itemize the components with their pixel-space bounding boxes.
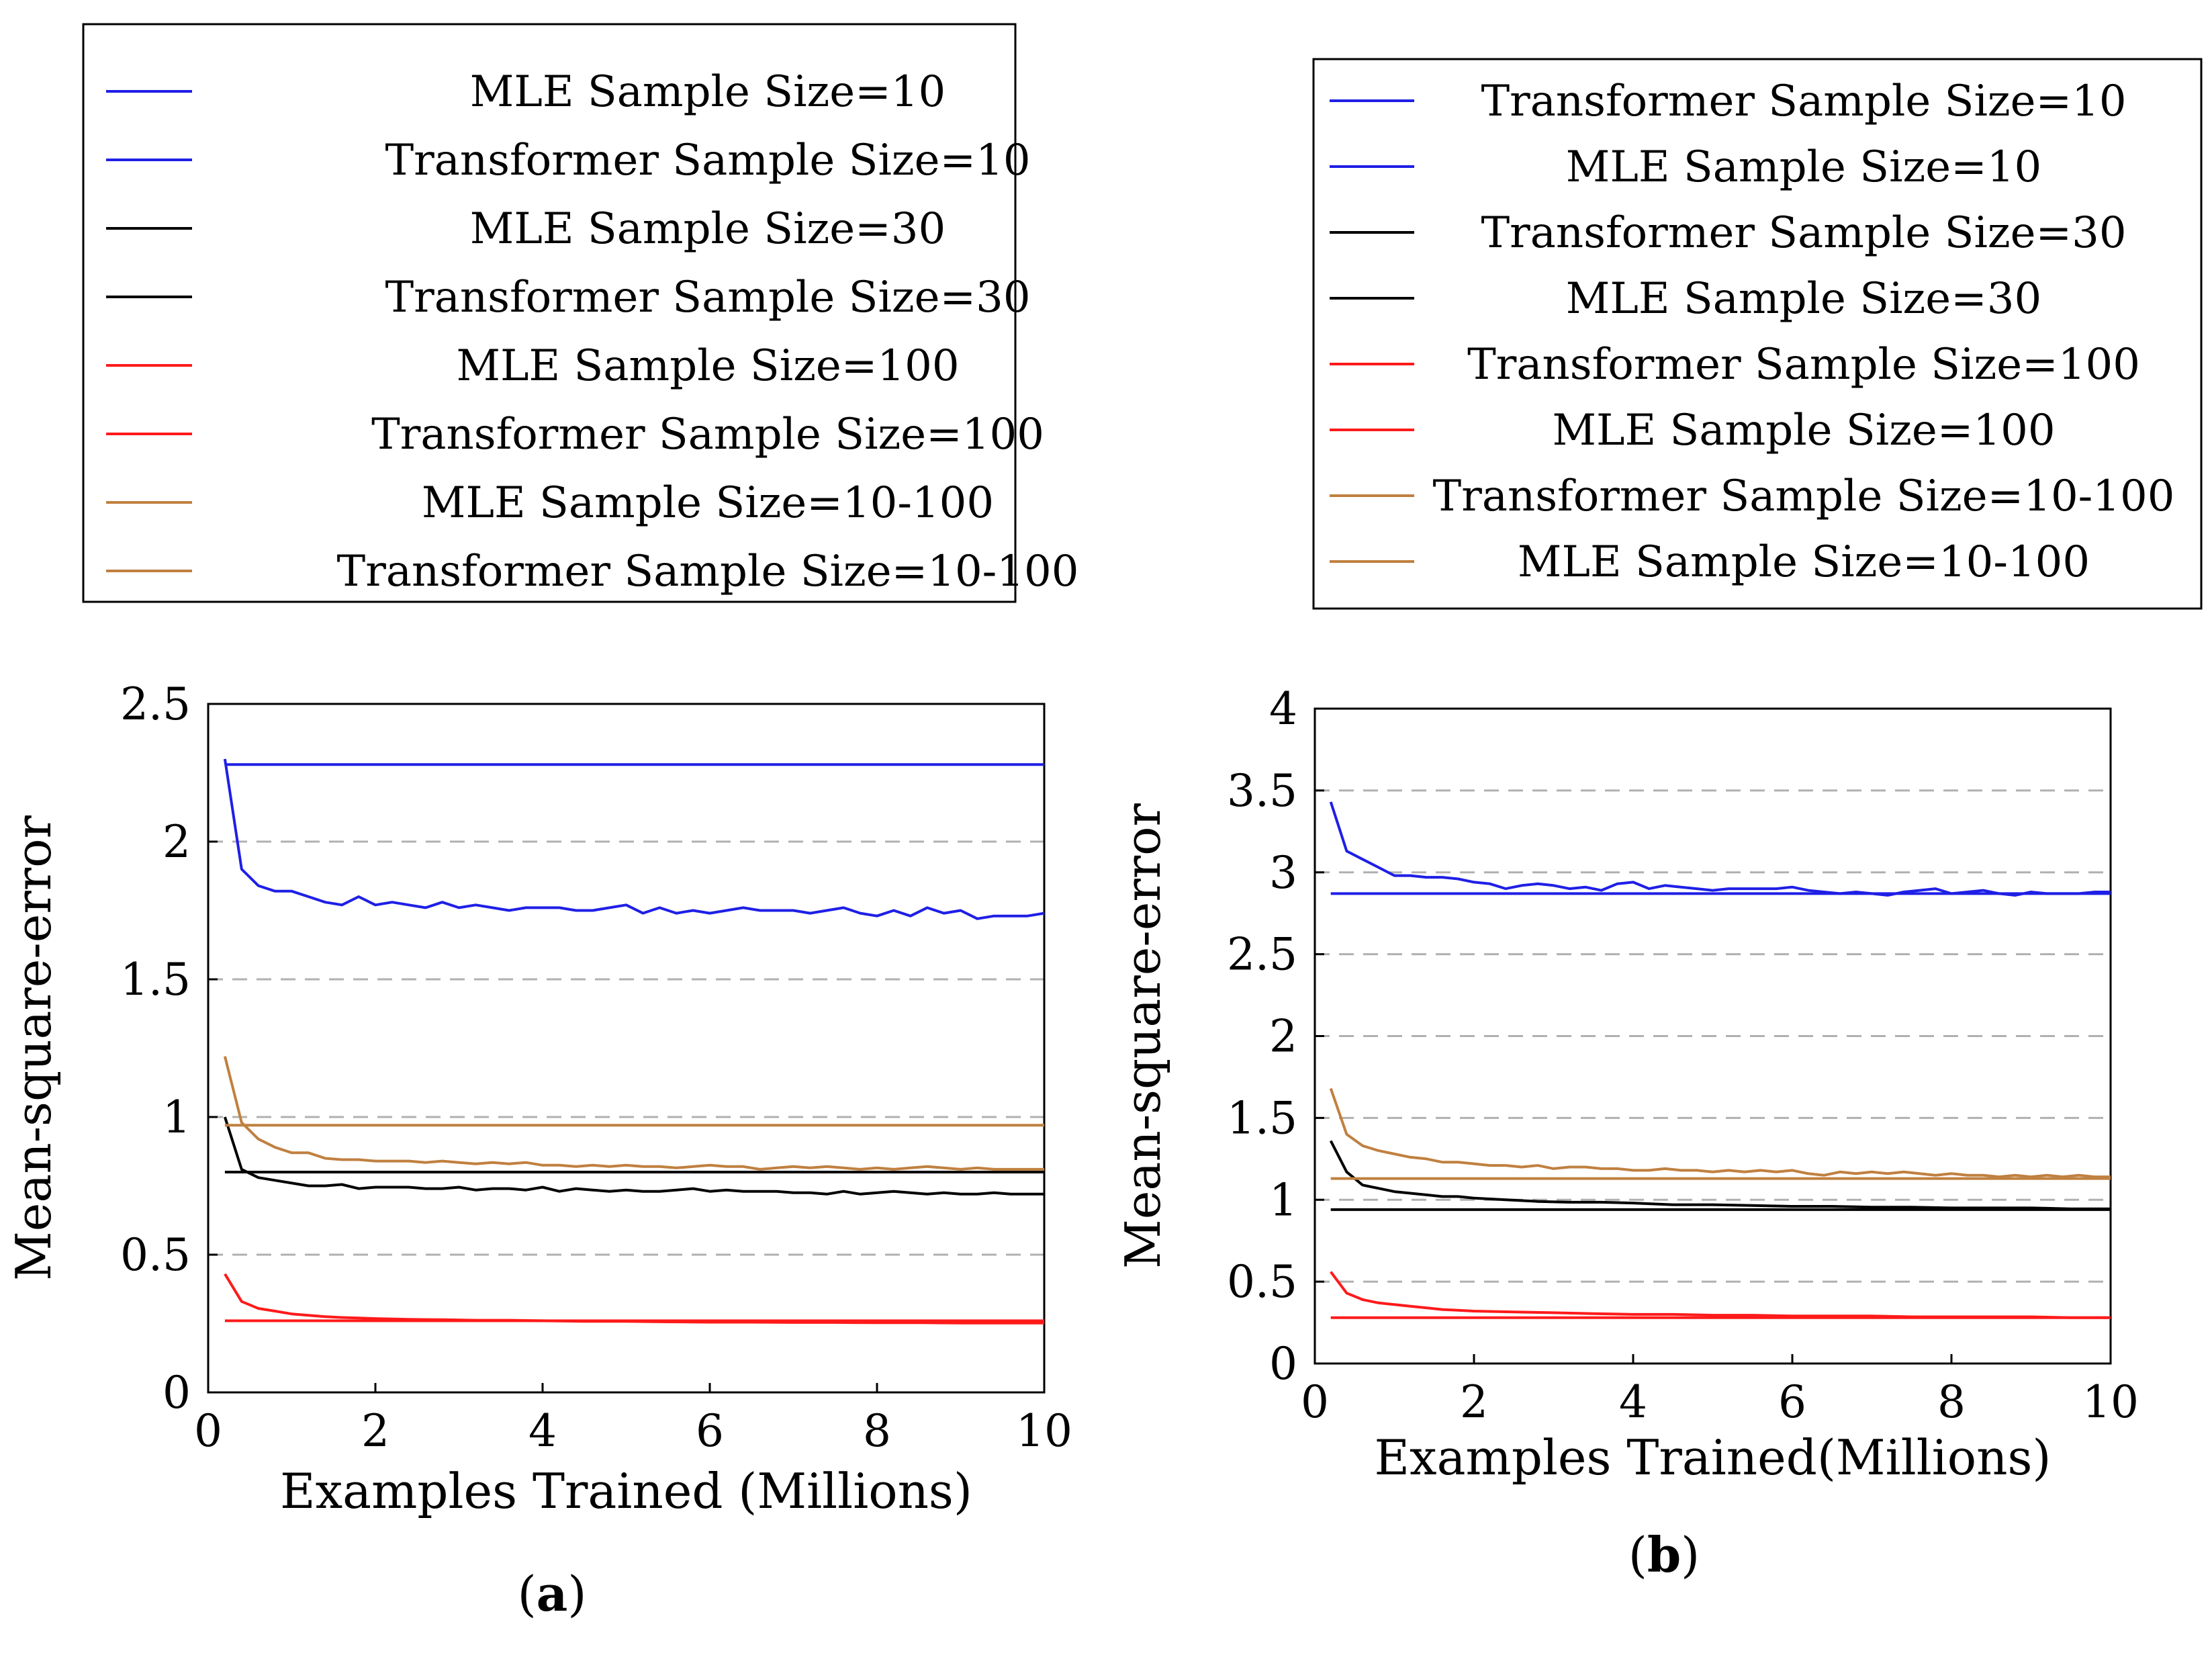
series-line bbox=[224, 1273, 1044, 1325]
y-tick-label: 1.5 bbox=[120, 954, 191, 1006]
y-tick-label: 0.5 bbox=[120, 1229, 191, 1281]
x-tick-label: 4 bbox=[1619, 1376, 1647, 1428]
series-line bbox=[1329, 1140, 2111, 1210]
y-tick-label: 2 bbox=[1269, 1011, 1297, 1063]
legend-entry: MLE Sample Size=100 bbox=[456, 341, 959, 391]
x-tick-label: 0 bbox=[1301, 1376, 1329, 1428]
legend-entry: Transformer Sample Size=10 bbox=[1481, 77, 2126, 126]
x-axis-title: Examples Trained (Millions) bbox=[280, 1463, 972, 1519]
series-line bbox=[1329, 1087, 2111, 1179]
y-tick-label: 2.5 bbox=[1227, 929, 1297, 981]
legend-entry: MLE Sample Size=10-100 bbox=[422, 478, 994, 528]
panel-caption: (b) bbox=[1628, 1526, 1700, 1583]
legend-entry: MLE Sample Size=10 bbox=[470, 67, 946, 117]
x-tick-label: 4 bbox=[528, 1405, 557, 1457]
x-tick-label: 2 bbox=[361, 1405, 389, 1457]
legend-entry: Transformer Sample Size=100 bbox=[371, 410, 1044, 459]
legend-entry: MLE Sample Size=10-100 bbox=[1518, 537, 2090, 587]
x-axis-title: Examples Trained(Millions) bbox=[1374, 1429, 2051, 1486]
y-tick-label: 2.5 bbox=[120, 678, 191, 730]
series-line bbox=[1330, 1271, 2111, 1319]
legend-entry: Transformer Sample Size=10-100 bbox=[1433, 472, 2175, 521]
legend-box bbox=[82, 23, 1017, 603]
x-tick-label: 10 bbox=[2082, 1376, 2139, 1428]
legend-entry: Transformer Sample Size=100 bbox=[1467, 340, 2140, 390]
y-axis-title: Mean-square-error bbox=[5, 815, 62, 1280]
chart-panel-a: MLE Sample Size=10 Transformer Sample Siz… bbox=[5, 23, 1079, 1622]
legend-entry: Transformer Sample Size=30 bbox=[1481, 208, 2126, 258]
x-tick-label: 8 bbox=[1937, 1376, 1966, 1428]
panel-caption-label: a bbox=[537, 1565, 568, 1622]
y-tick-label: 1 bbox=[1269, 1174, 1297, 1226]
legend-box bbox=[1312, 58, 2203, 610]
x-tick-label: 6 bbox=[1778, 1376, 1806, 1428]
y-axis-title: Mean-square-error bbox=[1115, 803, 1171, 1268]
series-line bbox=[223, 1056, 1044, 1171]
chart-panel-b: Transformer Sample Size=10 MLE Sample Siz… bbox=[1115, 58, 2203, 1583]
x-tick-label: 0 bbox=[194, 1405, 222, 1457]
plot-frame bbox=[207, 703, 1046, 1394]
y-tick-label: 3.5 bbox=[1227, 765, 1297, 817]
panel-caption: (a) bbox=[518, 1565, 587, 1622]
legend-entry: MLE Sample Size=30 bbox=[1566, 274, 2041, 324]
x-tick-label: 2 bbox=[1460, 1376, 1488, 1428]
series-line bbox=[223, 1116, 1044, 1196]
legend-entry: MLE Sample Size=10 bbox=[1566, 142, 2041, 192]
legend-entry: Transformer Sample Size=10 bbox=[385, 136, 1030, 185]
y-tick-label: 0 bbox=[163, 1367, 191, 1419]
legend-entry: Transformer Sample Size=30 bbox=[385, 273, 1030, 322]
x-tick-label: 8 bbox=[863, 1405, 891, 1457]
y-tick-label: 1.5 bbox=[1227, 1092, 1297, 1144]
y-tick-label: 4 bbox=[1269, 683, 1297, 735]
series-line bbox=[223, 758, 1045, 920]
y-tick-label: 1 bbox=[163, 1091, 191, 1143]
legend-entry: MLE Sample Size=30 bbox=[470, 204, 946, 254]
x-tick-label: 10 bbox=[1016, 1405, 1072, 1457]
y-tick-label: 3 bbox=[1269, 847, 1297, 899]
legend-entry: MLE Sample Size=100 bbox=[1552, 406, 2055, 455]
series-line bbox=[1329, 801, 2111, 897]
y-tick-label: 2 bbox=[163, 816, 191, 868]
x-tick-label: 6 bbox=[696, 1405, 724, 1457]
panel-caption-label: b bbox=[1647, 1526, 1681, 1583]
legend-entry: Transformer Sample Size=10-100 bbox=[337, 547, 1079, 596]
y-tick-label: 0 bbox=[1269, 1338, 1297, 1390]
y-tick-label: 0.5 bbox=[1227, 1256, 1297, 1308]
